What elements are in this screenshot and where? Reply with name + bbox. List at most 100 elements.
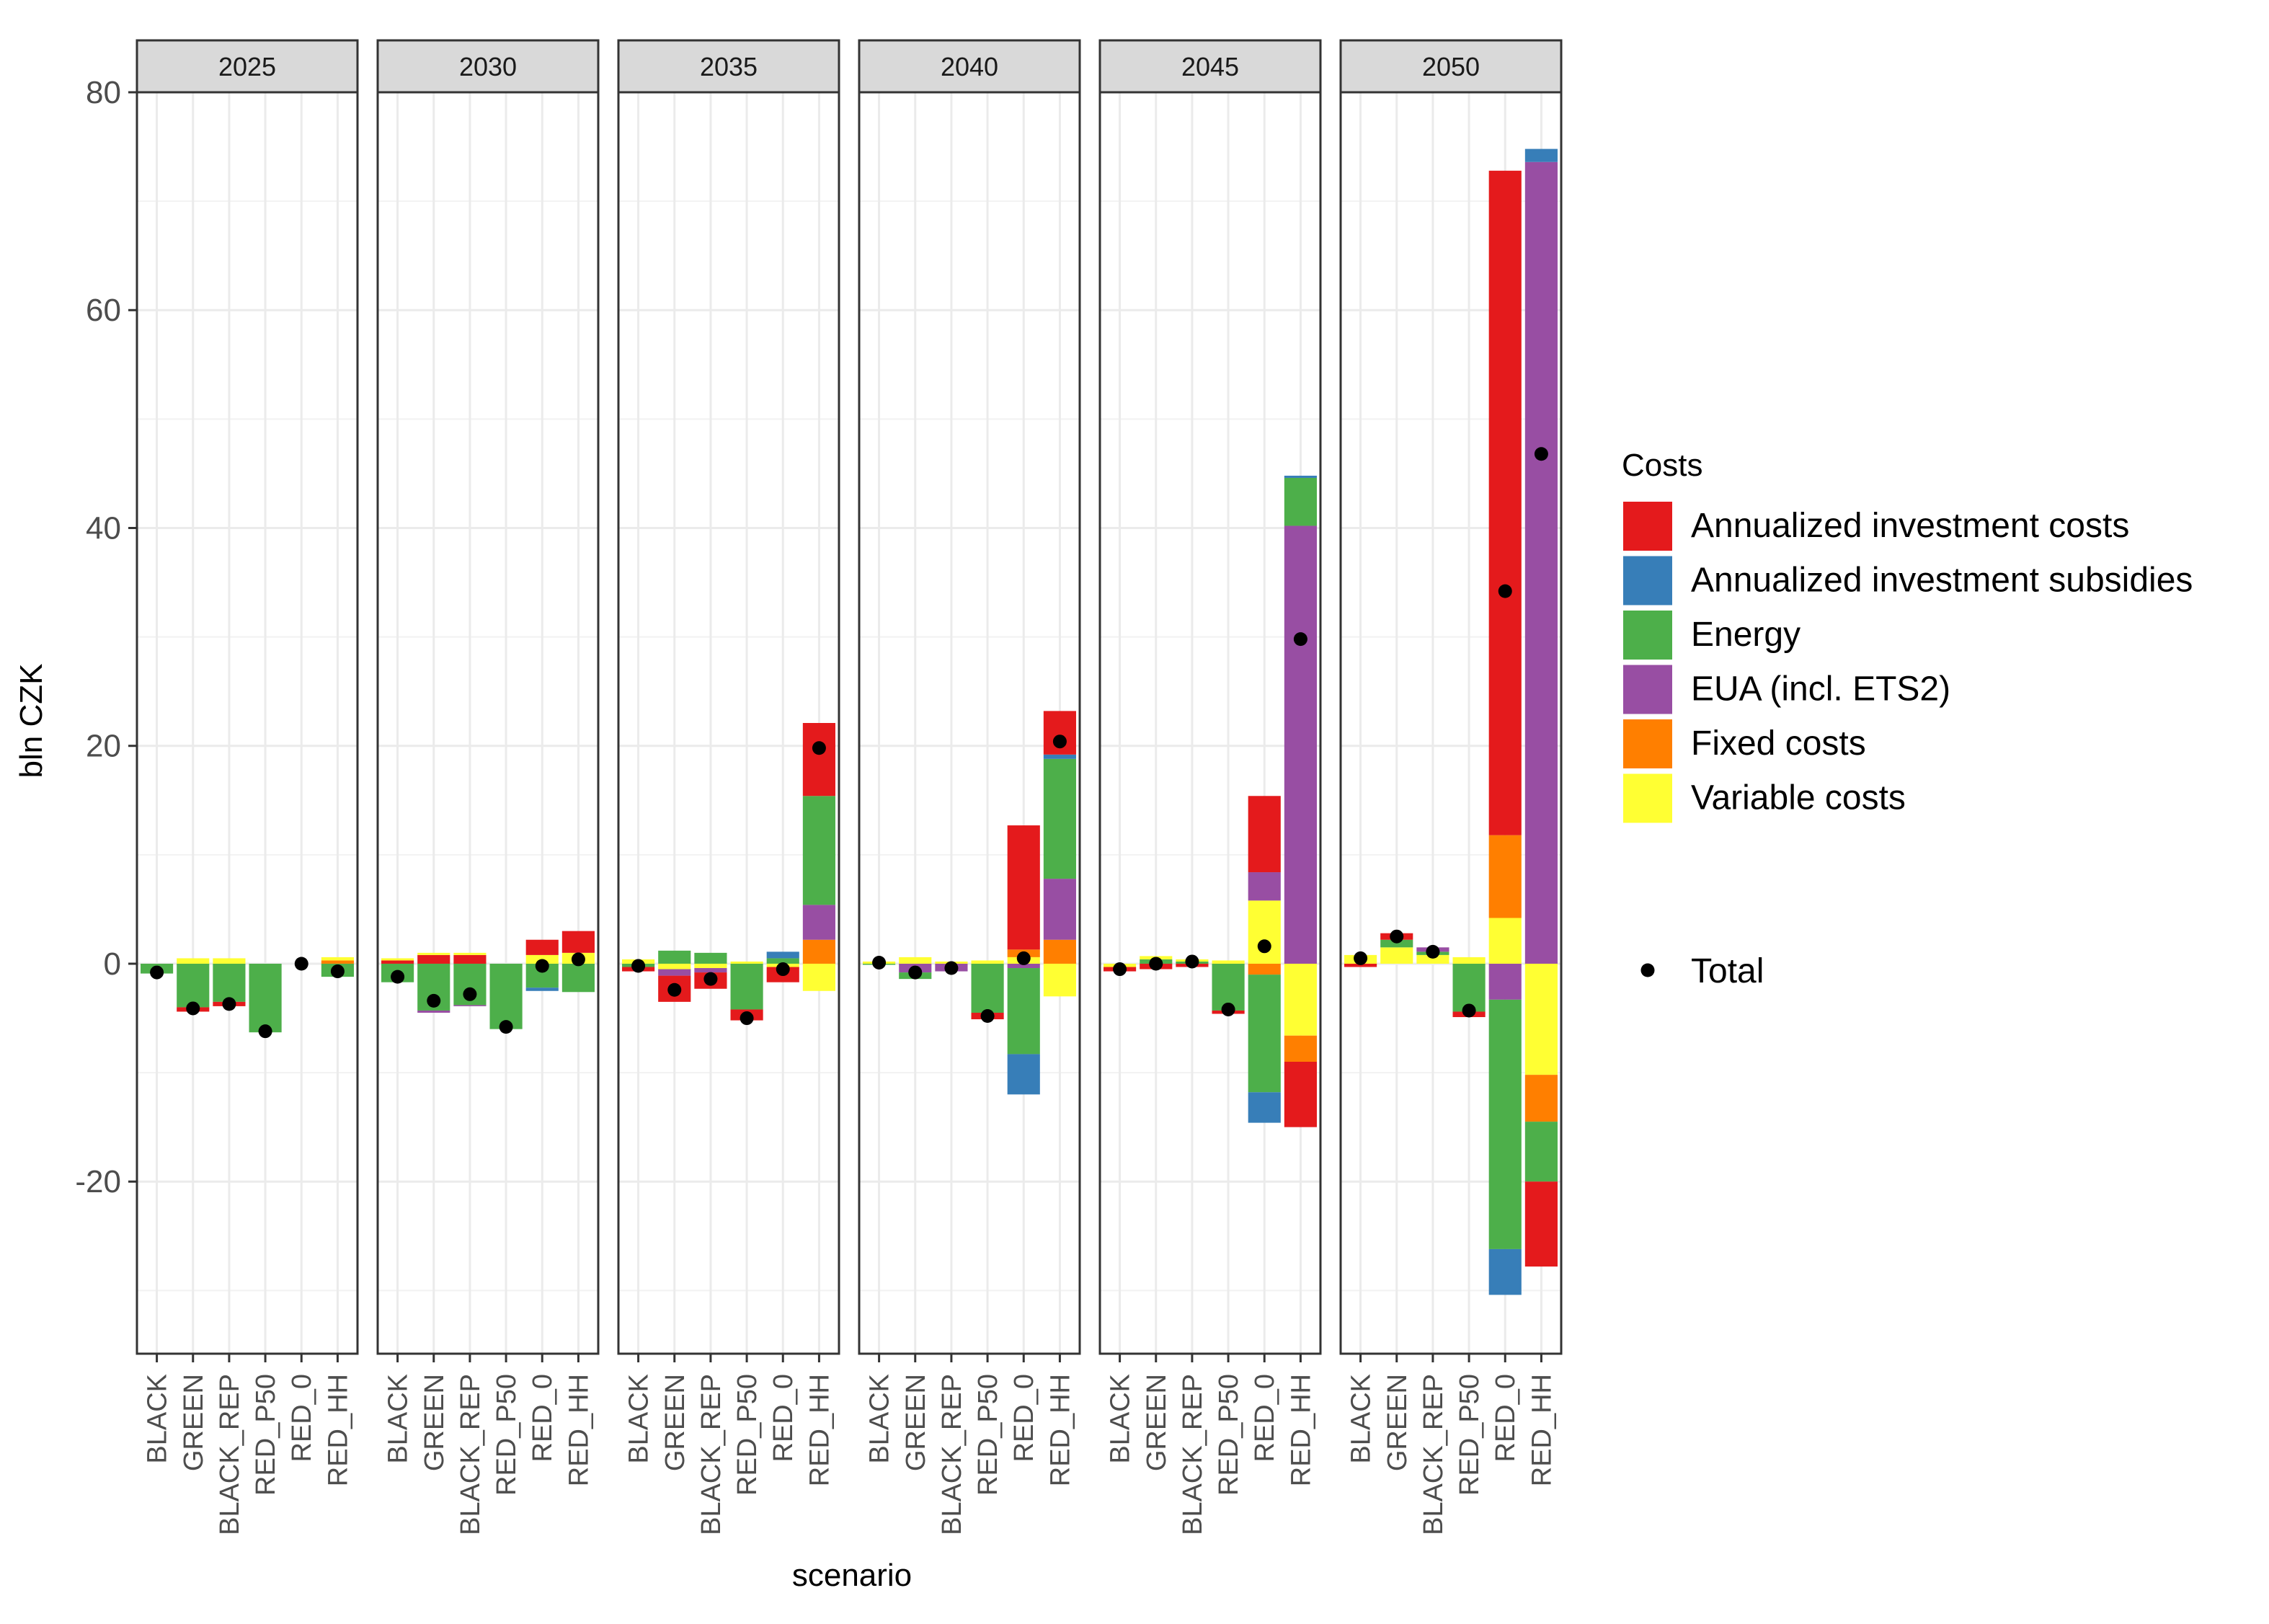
total-point xyxy=(222,997,236,1011)
x-tick-label: RED_HH xyxy=(564,1374,594,1486)
total-point xyxy=(150,965,164,980)
bar-segment-annualized-investment-costs xyxy=(381,960,414,964)
bar-segment-annualized-investment-costs xyxy=(1344,963,1377,967)
y-tick-label: -20 xyxy=(75,1164,121,1199)
total-point xyxy=(1052,735,1067,749)
facet-strip-label: 2035 xyxy=(700,52,758,81)
bar-segment-variable-costs xyxy=(694,963,727,969)
bar-segment-variable-costs xyxy=(1248,900,1281,964)
bar-red-p50 xyxy=(249,963,282,1039)
bar-segment-variable-costs xyxy=(453,952,487,955)
legend-label: Annualized investment subsidies xyxy=(1691,562,2193,600)
bar-black-rep xyxy=(1176,954,1209,969)
total-point xyxy=(703,972,718,986)
bar-red-0 xyxy=(294,957,308,971)
bar-green xyxy=(1140,956,1173,971)
x-tick-label: BLACK xyxy=(624,1374,654,1464)
x-tick-label: RED_HH xyxy=(804,1374,835,1486)
legend-title: Costs xyxy=(1622,448,1702,483)
x-tick-label: BLACK xyxy=(865,1374,895,1464)
bar-black-rep xyxy=(935,961,968,975)
bar-segment-energy xyxy=(213,963,246,1002)
bar-segment-fixed-costs xyxy=(1043,939,1076,964)
total-point xyxy=(427,993,441,1008)
x-tick-label: RED_HH xyxy=(323,1374,353,1486)
panel-background xyxy=(1100,92,1320,1354)
bar-segment-annualized-investment-subsidies xyxy=(1248,1092,1281,1123)
total-point xyxy=(1390,929,1404,944)
bar-green xyxy=(1380,929,1413,964)
bar-red-hh xyxy=(1524,148,1558,1267)
bar-segment-variable-costs xyxy=(177,958,210,964)
total-point xyxy=(186,1001,200,1016)
legend-item-annualized-investment-costs: Annualized investment costs xyxy=(1623,502,2129,551)
total-point xyxy=(499,1020,513,1034)
bar-segment-variable-costs xyxy=(658,963,691,969)
panel-background xyxy=(378,92,598,1354)
x-tick-label: RED_P50 xyxy=(732,1374,763,1496)
bar-black-rep xyxy=(453,952,487,1006)
x-tick-label: BLACK xyxy=(143,1374,173,1464)
x-tick-label: RED_HH xyxy=(1286,1374,1316,1486)
bar-segment-fixed-costs xyxy=(321,960,354,964)
facet-strip xyxy=(376,39,600,94)
bar-segment-energy xyxy=(971,963,1004,1013)
bar-red-hh xyxy=(561,931,595,993)
bar-black xyxy=(141,963,174,980)
bar-red-p50 xyxy=(489,963,523,1034)
bar-segment-annualized-investment-costs xyxy=(802,723,835,797)
bar-segment-eua-incl-ets2 xyxy=(694,968,727,973)
legend-item-total: Total xyxy=(1640,952,1764,990)
bar-red-p50 xyxy=(1452,957,1486,1018)
bar-green xyxy=(177,958,210,1016)
bar-segment-variable-costs xyxy=(899,957,932,964)
x-tick-label: RED_0 xyxy=(768,1374,799,1463)
facet-panel-2045: 2045 xyxy=(1098,39,1322,1355)
y-tick-label: 80 xyxy=(86,75,121,110)
x-tick-label: BLACK xyxy=(383,1374,414,1464)
bar-green xyxy=(417,952,450,1013)
bar-black-rep xyxy=(213,958,246,1011)
total-point xyxy=(571,952,585,967)
bar-red-0 xyxy=(525,939,559,991)
legend-label: Annualized investment costs xyxy=(1691,507,2129,545)
legend-item-variable-costs: Variable costs xyxy=(1623,773,1906,823)
bar-black xyxy=(622,959,655,973)
bar-red-0 xyxy=(1007,825,1040,1095)
bar-segment-eua-incl-ets2 xyxy=(658,969,691,976)
x-tick-label: GREEN xyxy=(901,1374,931,1471)
x-tick-label: RED_P50 xyxy=(973,1374,1003,1496)
bar-segment-annualized-investment-costs xyxy=(1007,825,1040,950)
facet-panels: 2025 2030 2035 2040 2045 2050 xyxy=(136,39,1563,1355)
panel-background xyxy=(1341,92,1561,1354)
panel-border xyxy=(376,91,600,1355)
bar-segment-eua-incl-ets2 xyxy=(1284,525,1317,964)
bar-segment-annualized-investment-subsidies xyxy=(1043,754,1076,759)
bar-segment-fixed-costs xyxy=(1488,835,1522,918)
bar-black-rep xyxy=(1416,944,1449,964)
total-point xyxy=(330,964,345,979)
y-axis: -20 0 20 40 60 80 xyxy=(75,75,137,1199)
y-tick-label: 0 xyxy=(104,946,121,982)
bar-segment-energy xyxy=(802,796,835,905)
panel-background xyxy=(859,92,1080,1354)
bar-segment-fixed-costs xyxy=(802,939,835,964)
bar-segment-energy xyxy=(1452,963,1486,1012)
total-point xyxy=(1426,944,1440,959)
bar-segment-variable-costs xyxy=(417,952,450,955)
x-tick-label: GREEN xyxy=(1142,1374,1172,1471)
bar-segment-fixed-costs xyxy=(1524,1075,1558,1122)
bar-segment-variable-costs xyxy=(1380,947,1413,964)
total-point xyxy=(1354,951,1368,965)
total-point xyxy=(1498,584,1512,598)
facet-panel-2030: 2030 xyxy=(376,39,600,1355)
bar-green xyxy=(658,950,691,1002)
x-tick-label: RED_0 xyxy=(528,1374,558,1463)
bar-segment-annualized-investment-subsidies xyxy=(1007,1054,1040,1095)
panel-background xyxy=(137,92,358,1354)
x-tick-label: RED_0 xyxy=(1250,1374,1280,1463)
x-tick-label: GREEN xyxy=(660,1374,691,1471)
bar-segment-eua-incl-ets2 xyxy=(1248,872,1281,901)
facet-panel-2040: 2040 xyxy=(858,39,1081,1355)
bar-green xyxy=(899,957,932,980)
